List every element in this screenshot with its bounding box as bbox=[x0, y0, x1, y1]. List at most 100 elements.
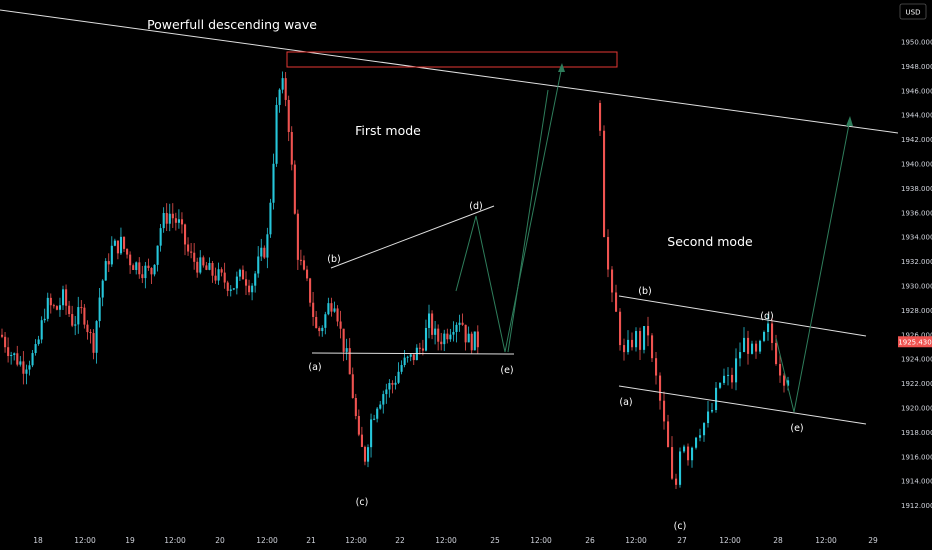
candle-body bbox=[306, 269, 309, 279]
candle-body bbox=[10, 354, 13, 357]
candle-body bbox=[470, 333, 473, 351]
candle-body bbox=[397, 371, 400, 383]
candle-body bbox=[476, 331, 479, 348]
candle-body bbox=[241, 269, 245, 280]
x-tick-label: 18 bbox=[33, 536, 43, 545]
candle-body bbox=[324, 314, 327, 328]
candle-body bbox=[631, 339, 634, 348]
candle-body bbox=[293, 164, 296, 214]
candle-body bbox=[165, 213, 168, 224]
candle-body bbox=[205, 265, 208, 270]
candle-body bbox=[251, 285, 254, 293]
projection-path-1b bbox=[507, 89, 549, 353]
candle-body bbox=[683, 446, 686, 452]
candle-body bbox=[330, 303, 333, 312]
candle-body bbox=[647, 326, 650, 336]
candle-body bbox=[141, 274, 144, 279]
y-tick-label: 1940.000 bbox=[901, 161, 932, 169]
currency-badge[interactable]: USD bbox=[899, 3, 927, 20]
candle-body bbox=[138, 262, 141, 275]
drawings-layer bbox=[0, 9, 899, 425]
candle-body bbox=[318, 328, 321, 332]
candle-body bbox=[290, 131, 293, 165]
y-tick-label: 1946.000 bbox=[901, 87, 932, 95]
annotation-text: (d) bbox=[760, 311, 773, 322]
candle-body bbox=[394, 382, 397, 385]
candle-body bbox=[80, 307, 83, 309]
candle-body bbox=[775, 342, 778, 365]
candle-body bbox=[40, 320, 43, 340]
candle-body bbox=[360, 434, 363, 447]
candle-body bbox=[132, 265, 135, 271]
candles-layer bbox=[1, 71, 790, 490]
y-tick-label: 1926.000 bbox=[901, 331, 932, 339]
y-tick-label: 1914.000 bbox=[901, 478, 932, 486]
candle-body bbox=[707, 411, 710, 424]
supply-zone-rect bbox=[286, 51, 618, 68]
current-price-badge: 1925.430 bbox=[898, 336, 932, 348]
annotation-text: (e) bbox=[790, 423, 803, 434]
x-axis-ticks: 18 12:00 19 12:00 20 12:00 21 12:00 22 12:00 25 12:… bbox=[33, 536, 878, 545]
candle-body bbox=[46, 297, 49, 319]
y-tick-label: 1942.000 bbox=[901, 136, 932, 144]
candle-body bbox=[333, 308, 336, 312]
candle-body bbox=[348, 348, 351, 375]
candle-body bbox=[260, 247, 263, 257]
candle-body bbox=[409, 354, 412, 357]
candle-body bbox=[113, 240, 116, 246]
candle-body bbox=[611, 269, 614, 293]
x-tick-label: 28 bbox=[773, 536, 783, 545]
candle-body bbox=[473, 331, 476, 351]
candle-body bbox=[418, 347, 421, 349]
candle-body bbox=[345, 348, 348, 352]
candle-body bbox=[254, 273, 257, 286]
projection-arrow-1 bbox=[558, 63, 565, 72]
x-tick-label: 12:00 bbox=[719, 536, 741, 545]
x-tick-label: 12:00 bbox=[435, 536, 457, 545]
y-tick-label: 1912.000 bbox=[901, 502, 932, 510]
candle-body bbox=[370, 419, 373, 448]
candle-body bbox=[159, 228, 162, 246]
candle-body bbox=[248, 285, 251, 293]
candle-body bbox=[156, 245, 159, 265]
candle-body bbox=[284, 78, 287, 100]
candle-body bbox=[376, 408, 379, 419]
current-price-value: 1925.430 bbox=[898, 338, 931, 346]
candle-body bbox=[104, 261, 107, 281]
candle-body bbox=[731, 374, 734, 383]
candle-body bbox=[675, 478, 678, 485]
candle-body bbox=[400, 365, 403, 372]
y-tick-label: 1918.000 bbox=[901, 429, 932, 437]
x-tick-label: 12:00 bbox=[74, 536, 96, 545]
y-tick-label: 1922.000 bbox=[901, 380, 932, 388]
price-axis[interactable] bbox=[898, 0, 932, 550]
candle-body bbox=[223, 272, 226, 283]
candle-body bbox=[116, 240, 119, 254]
candle-body bbox=[467, 333, 470, 343]
candle-body bbox=[385, 389, 388, 395]
candle-body bbox=[434, 328, 437, 335]
x-tick-label: 12:00 bbox=[256, 536, 278, 545]
candle-body bbox=[62, 289, 65, 306]
candle-body bbox=[229, 289, 232, 291]
triangle-upper-line bbox=[330, 205, 495, 269]
candle-body bbox=[296, 213, 299, 260]
time-axis[interactable] bbox=[0, 532, 898, 550]
x-tick-label: 12:00 bbox=[530, 536, 552, 545]
candle-body bbox=[22, 361, 25, 374]
candle-body bbox=[208, 263, 211, 270]
candle-body bbox=[391, 383, 394, 385]
annotation-text: First mode bbox=[355, 123, 421, 138]
candle-body bbox=[643, 326, 646, 350]
candle-body bbox=[599, 103, 602, 131]
y-tick-label: 1930.000 bbox=[901, 283, 932, 291]
candle-body bbox=[174, 218, 177, 223]
y-tick-label: 1938.000 bbox=[901, 185, 932, 193]
candle-body bbox=[461, 322, 464, 325]
candle-body bbox=[16, 353, 19, 365]
candle-body bbox=[86, 324, 89, 333]
candle-body bbox=[627, 339, 630, 353]
candle-body bbox=[77, 307, 80, 325]
candle-body bbox=[52, 305, 55, 307]
